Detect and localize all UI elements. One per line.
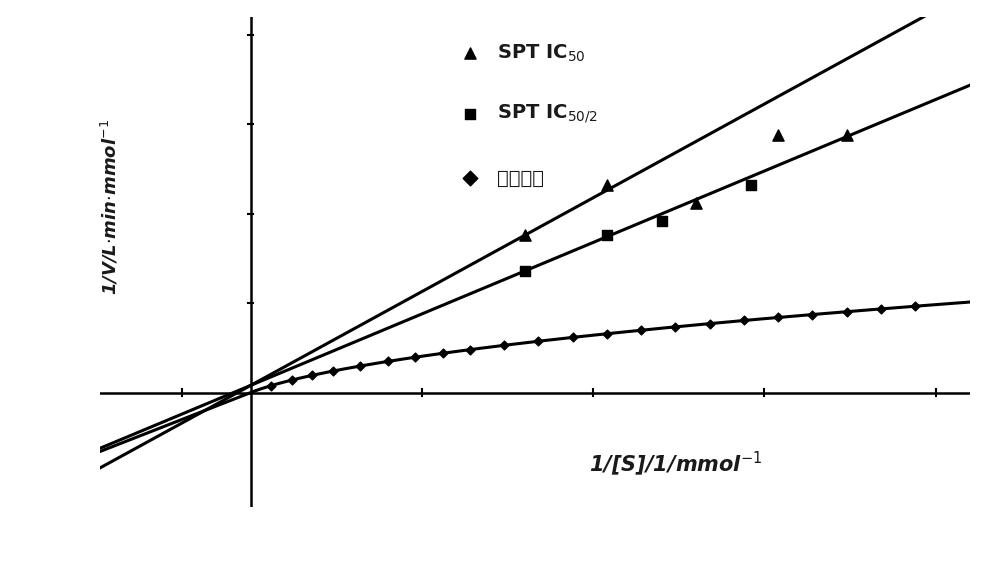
Point	[839, 131, 855, 140]
Text: 1/[S]/1/mmol$^{-1}$: 1/[S]/1/mmol$^{-1}$	[589, 450, 762, 478]
Text: 空白对照: 空白对照	[497, 169, 544, 188]
Point	[517, 230, 533, 240]
Point	[407, 353, 423, 362]
Point	[736, 316, 752, 325]
Point	[804, 310, 820, 319]
Point	[599, 329, 615, 338]
Point	[743, 181, 759, 190]
Point	[263, 381, 279, 390]
Point	[633, 325, 649, 335]
Point	[565, 333, 581, 342]
Point	[304, 371, 320, 380]
Point	[380, 357, 396, 366]
Point	[599, 181, 615, 190]
Point	[496, 341, 512, 350]
Point	[462, 48, 478, 58]
Point	[654, 217, 670, 226]
Point	[352, 361, 368, 370]
Point	[873, 304, 889, 313]
Point	[599, 230, 615, 240]
Point	[907, 302, 923, 311]
Point	[435, 348, 451, 358]
Point	[688, 199, 704, 208]
Point	[517, 267, 533, 276]
Point	[770, 131, 786, 140]
Point	[839, 307, 855, 316]
Text: SPT IC$_{50/2}$: SPT IC$_{50/2}$	[497, 103, 598, 125]
Point	[462, 109, 478, 119]
Point	[530, 336, 546, 346]
Point	[462, 345, 478, 354]
Point	[702, 319, 718, 328]
Text: SPT IC$_{50}$: SPT IC$_{50}$	[497, 43, 586, 64]
Point	[462, 173, 478, 183]
Text: 1/V/L$\cdot$min$\cdot$mmol$^{-1}$: 1/V/L$\cdot$min$\cdot$mmol$^{-1}$	[100, 119, 121, 295]
Point	[770, 313, 786, 322]
Point	[325, 366, 341, 376]
Point	[667, 322, 683, 331]
Point	[284, 376, 300, 385]
